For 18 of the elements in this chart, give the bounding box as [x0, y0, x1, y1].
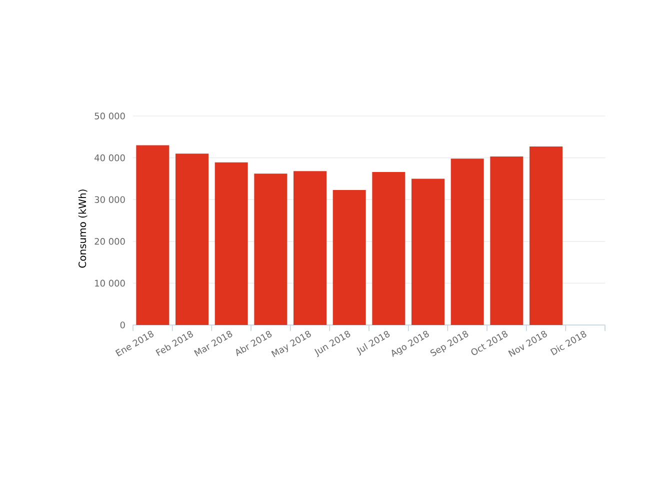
- y-tick-label: 50 000: [94, 112, 125, 120]
- y-tick-label: 40 000: [94, 154, 125, 162]
- y-tick-label: 0: [120, 322, 125, 328]
- bar: [294, 171, 327, 325]
- bar: [214, 162, 248, 325]
- bar: [136, 145, 170, 325]
- bar: [450, 158, 484, 325]
- y-tick-label: 30 000: [94, 196, 125, 203]
- bar: [372, 172, 406, 325]
- bar: [530, 146, 563, 325]
- bar: [254, 174, 288, 325]
- y-axis-title: Consumo (kWh): [78, 190, 88, 268]
- y-tick-label: 20 000: [94, 238, 125, 245]
- bar: [490, 156, 524, 325]
- bar: [176, 154, 208, 325]
- y-tick-label: 10 000: [95, 280, 125, 287]
- bar: [412, 178, 445, 325]
- bar: [332, 190, 366, 325]
